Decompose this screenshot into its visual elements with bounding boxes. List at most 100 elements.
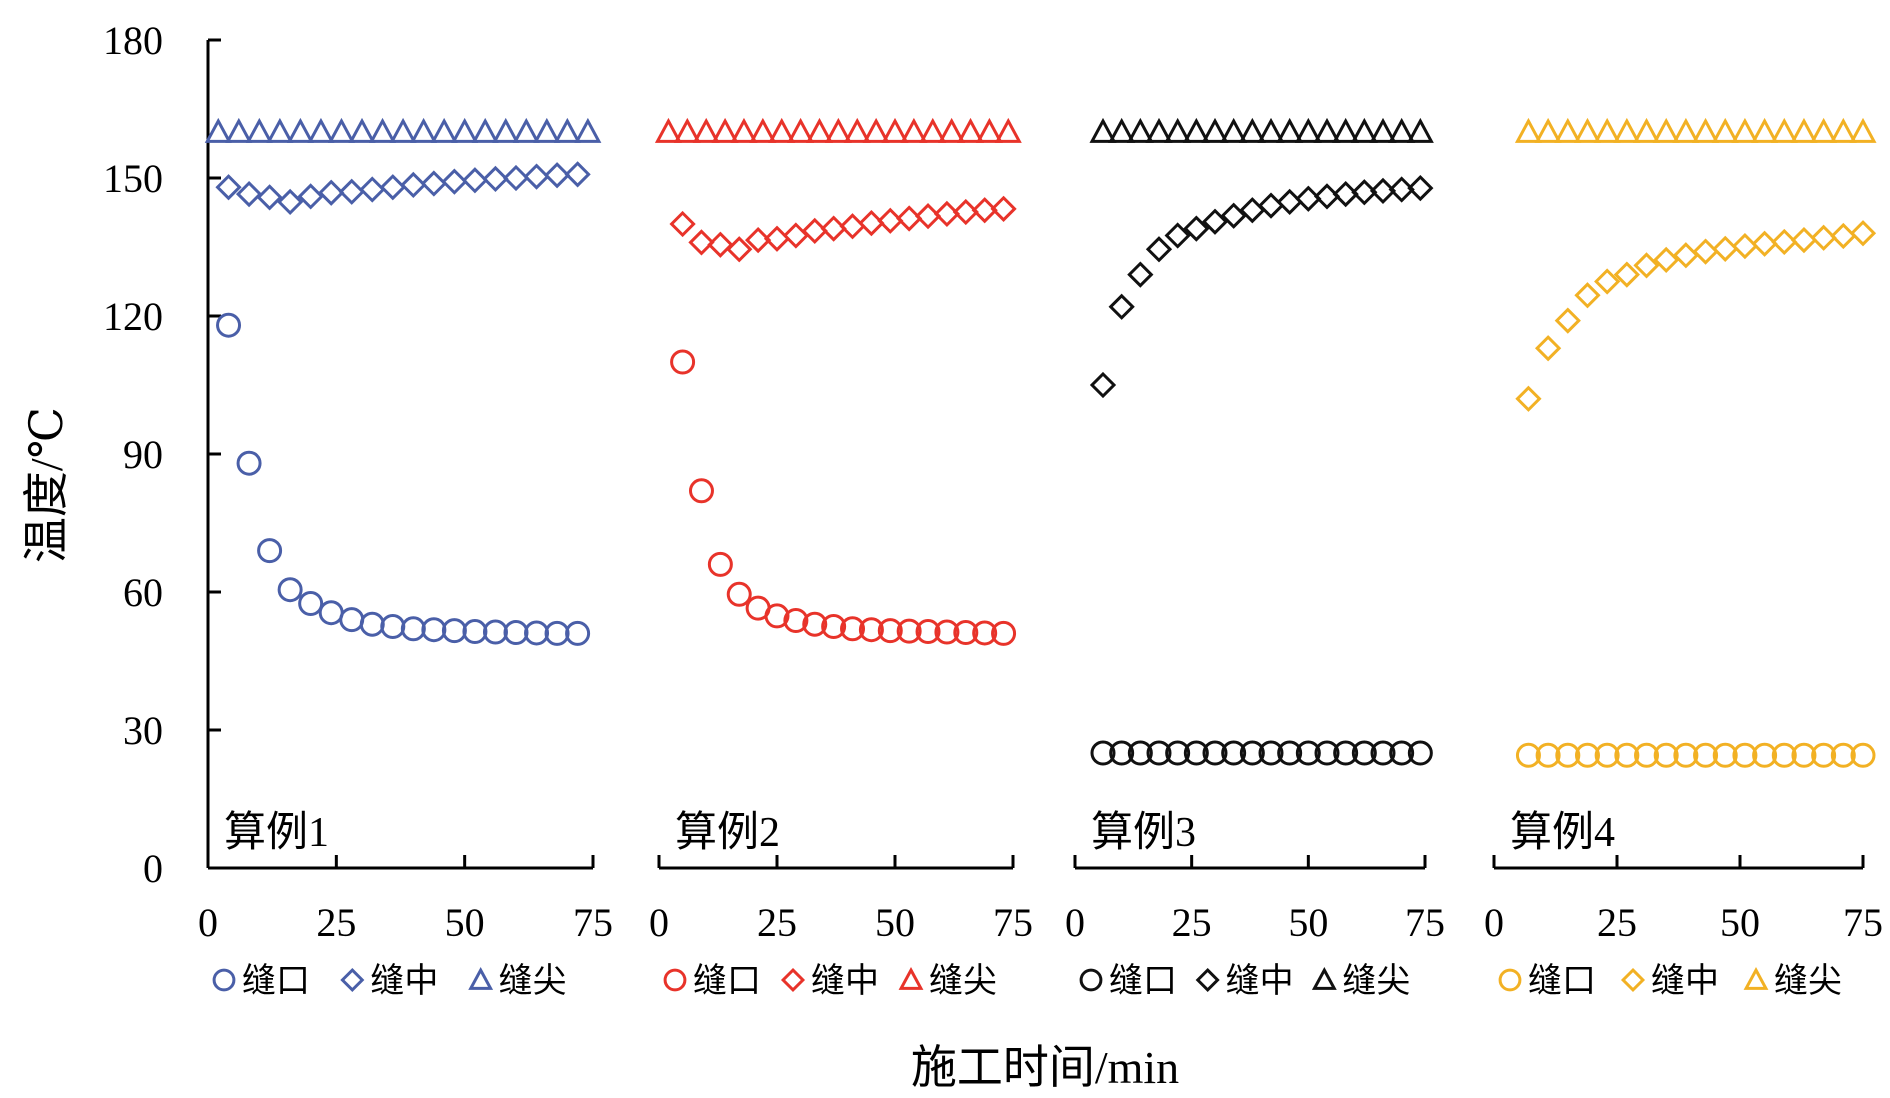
data-point-diamond: [277, 188, 304, 216]
data-point-triangle: [1711, 117, 1739, 143]
data-point-circle: [1295, 740, 1321, 766]
data-point-diamond: [782, 222, 810, 249]
data-point-triangle: [225, 117, 253, 143]
data-point-triangle: [471, 117, 499, 143]
data-point-diamond: [914, 203, 942, 230]
data-point-triangle: [1751, 117, 1779, 143]
y-tick-label: 60: [123, 570, 163, 615]
data-point-triangle: [1613, 117, 1641, 143]
data-point-circle: [482, 619, 508, 645]
data-point-circle: [257, 538, 283, 564]
data-point-circle: [1258, 740, 1284, 766]
data-point-diamond: [1574, 282, 1601, 309]
data-point-diamond: [235, 180, 263, 208]
data-point-triangle: [673, 117, 701, 143]
data-point-circle: [1555, 742, 1581, 768]
data-point-triangle: [862, 117, 890, 143]
data-point-triangle: [451, 117, 479, 143]
legend-marker-triangle: [898, 966, 924, 990]
x-tick-label: 75: [1843, 900, 1883, 945]
data-point-diamond: [1332, 180, 1359, 208]
data-point-triangle: [994, 117, 1022, 143]
data-point-diamond: [669, 210, 696, 238]
data-point-circle: [1314, 740, 1340, 766]
chart-panel-1: 0 25 50 75 0 30 60 90 120 150 180 算例1 缝口 缝中 缝尖: [103, 18, 613, 1000]
data-point-triangle: [1534, 117, 1562, 143]
data-point-circle: [277, 577, 303, 603]
series-diamond: [1089, 174, 1434, 399]
data-point-circle: [524, 620, 550, 646]
data-point-diamond: [338, 178, 365, 205]
chart-panels: 0 25 50 75 0 30 60 90 120 150 180 算例1 缝口 缝中 缝尖 0 25 50 75 算…: [103, 18, 1883, 1000]
data-point-circle: [1351, 740, 1377, 766]
data-point-diamond: [1790, 226, 1818, 254]
data-point-triangle: [533, 117, 561, 143]
data-point-circle: [1109, 740, 1135, 766]
panel-annotation: 算例1: [224, 810, 329, 856]
legend-marker-triangle: [1743, 966, 1769, 990]
data-point-triangle: [307, 117, 335, 143]
data-point-triangle: [768, 117, 796, 143]
legend-marker-diamond: [1620, 967, 1646, 993]
series-triangle: [204, 117, 602, 143]
data-point-circle: [726, 581, 752, 607]
data-point-diamond: [1515, 385, 1542, 412]
x-tick-label: 0: [649, 900, 669, 945]
legend-marker-circle: [1079, 968, 1103, 992]
x-tick-label: 75: [993, 900, 1033, 945]
data-point-circle: [991, 620, 1017, 646]
data-point-circle: [544, 620, 570, 646]
legend-label: 缝口: [1528, 962, 1596, 1000]
data-point-diamond: [379, 174, 406, 201]
data-point-diamond: [1712, 235, 1739, 262]
data-point-circle: [877, 618, 903, 644]
data-point-circle: [1811, 742, 1837, 768]
data-point-diamond: [400, 171, 427, 199]
data-point-circle: [915, 619, 941, 645]
data-point-circle: [1693, 742, 1719, 768]
y-tick-label: 150: [103, 156, 163, 201]
data-point-circle: [707, 551, 733, 577]
data-point-circle: [1370, 740, 1396, 766]
data-point-circle: [1090, 740, 1116, 766]
data-point-circle: [1165, 740, 1191, 766]
data-point-triangle: [1514, 117, 1542, 143]
legend: 缝口 缝中 缝尖: [212, 962, 567, 1000]
x-tick-label: 50: [1288, 900, 1328, 945]
data-point-triangle: [1108, 117, 1136, 143]
data-point-triangle: [805, 117, 833, 143]
x-tick-label: 0: [198, 900, 218, 945]
data-point-diamond: [543, 162, 571, 189]
data-point-diamond: [858, 209, 885, 237]
data-point-diamond: [461, 167, 489, 194]
data-point-diamond: [990, 195, 1017, 222]
data-point-triangle: [1652, 117, 1680, 143]
data-point-diamond: [359, 176, 386, 203]
data-point-triangle: [245, 117, 273, 143]
data-point-triangle: [1089, 117, 1117, 143]
data-point-diamond: [1276, 188, 1303, 216]
data-point-triangle: [1406, 117, 1434, 143]
data-point-circle: [1673, 742, 1699, 768]
data-point-circle: [216, 312, 242, 338]
data-point-diamond: [971, 197, 998, 224]
data-point-circle: [1634, 742, 1660, 768]
data-point-diamond: [952, 198, 979, 226]
data-point-triangle: [327, 117, 355, 143]
series-circle: [670, 349, 1017, 646]
data-point-diamond: [420, 170, 447, 197]
data-point-triangle: [1332, 117, 1360, 143]
data-point-triangle: [957, 117, 985, 143]
data-point-circle: [688, 478, 714, 504]
data-point-diamond: [1145, 236, 1173, 263]
data-point-triangle: [1829, 117, 1857, 143]
data-point-circle: [821, 614, 847, 639]
data-point-diamond: [502, 164, 530, 192]
data-point-circle: [380, 614, 406, 639]
legend: 缝口 缝中 缝尖: [1498, 962, 1842, 1000]
series-triangle: [654, 117, 1022, 143]
data-point-circle: [1333, 740, 1359, 766]
data-point-triangle: [1145, 117, 1173, 143]
data-point-triangle: [553, 117, 581, 143]
legend-marker-circle: [1498, 968, 1522, 992]
